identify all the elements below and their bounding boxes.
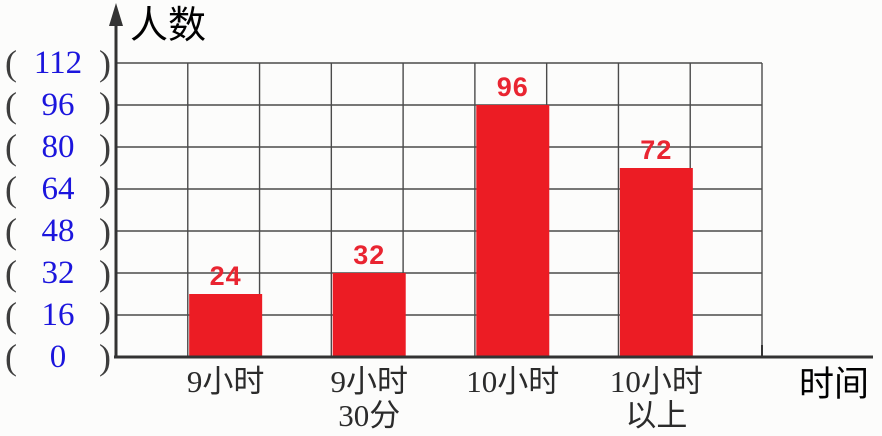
y-axis-title: 人数: [130, 5, 207, 47]
x-tick-label: 10小时: [466, 365, 559, 399]
y-tick-label: (96): [5, 83, 111, 127]
paren-open: (: [5, 253, 17, 293]
bars: [189, 105, 693, 357]
x-tick-label-line: 30分: [338, 398, 401, 433]
paren-close: ): [99, 295, 111, 335]
paren-open: (: [5, 127, 17, 167]
bar-9小时30分: [332, 273, 406, 357]
y-tick-label: (64): [5, 167, 111, 211]
y-tick-value: 96: [41, 86, 75, 123]
x-tick-label-line: 10小时: [466, 364, 560, 399]
y-axis-arrow-icon: [109, 3, 123, 26]
x-axis-title: 时间: [798, 365, 870, 404]
paren-open: (: [5, 295, 17, 335]
paren-close: ): [99, 211, 111, 251]
y-tick-value: 0: [49, 338, 67, 375]
y-tick-value: 16: [41, 296, 75, 333]
y-tick-label: (32): [5, 251, 111, 295]
paren-open: (: [5, 85, 17, 125]
y-tick-value: 48: [41, 212, 75, 249]
x-tick-label: 9小时: [187, 365, 265, 399]
y-tick-label: (48): [5, 209, 111, 253]
y-tick-value: 112: [33, 44, 83, 81]
paren-close: ): [99, 253, 111, 293]
bar-10小时以上: [619, 168, 693, 357]
x-tick-label: 10小时 以上: [610, 365, 703, 433]
paren-close: ): [99, 127, 111, 167]
bar-value-label: 24: [209, 261, 242, 291]
bar-value-label: 96: [496, 72, 529, 102]
y-tick-value: 80: [41, 128, 75, 165]
bar-value-label: 72: [640, 135, 673, 165]
x-tick-label: 9小时 30分: [330, 365, 408, 433]
paren-close: ): [99, 337, 111, 377]
x-tick-label-line: 10小时: [609, 364, 703, 399]
paren-open: (: [5, 211, 17, 251]
paren-close: ): [99, 169, 111, 209]
axes: [109, 3, 873, 359]
x-tick-label-line: 9小时: [330, 364, 408, 399]
y-tick-value: 32: [41, 254, 75, 291]
y-tick-label: (16): [5, 293, 111, 337]
y-tick-label: (80): [5, 125, 111, 169]
paren-close: ): [99, 85, 111, 125]
paren-close: ): [99, 43, 111, 83]
paren-open: (: [5, 169, 17, 209]
paren-open: (: [5, 43, 17, 83]
x-tick-label-line: 9小时: [186, 364, 265, 399]
x-tick-label-line: 以上: [625, 398, 688, 433]
bar-10小时: [476, 105, 550, 357]
y-tick-label: (0): [5, 335, 111, 379]
y-tick-value: 64: [41, 170, 75, 207]
y-tick-label: (112): [5, 41, 111, 85]
bar-9小时: [189, 294, 263, 357]
bar-value-label: 32: [353, 240, 386, 270]
paren-open: (: [5, 337, 17, 377]
